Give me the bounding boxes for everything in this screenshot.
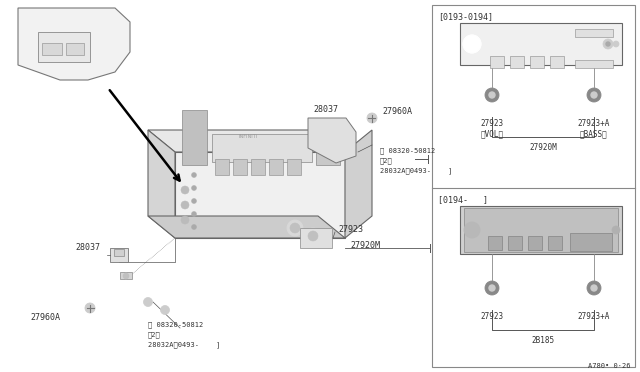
Polygon shape [148, 130, 345, 152]
Bar [182, 110, 207, 165]
Bar [460, 206, 622, 254]
Circle shape [191, 199, 196, 203]
Circle shape [191, 224, 196, 230]
Bar [548, 236, 562, 250]
Bar [575, 29, 613, 37]
Bar [510, 56, 524, 68]
Bar [66, 43, 84, 55]
Polygon shape [148, 130, 175, 238]
Text: INFINITI: INFINITI [238, 134, 258, 139]
Text: 27923: 27923 [338, 225, 363, 234]
Circle shape [143, 298, 152, 307]
Bar [530, 56, 544, 68]
Bar [464, 208, 618, 252]
Circle shape [463, 35, 481, 53]
Text: 27960A: 27960A [30, 313, 60, 322]
Text: [0194-   ]: [0194- ] [438, 195, 488, 204]
Circle shape [485, 88, 499, 102]
Bar [488, 236, 502, 250]
Circle shape [191, 212, 196, 217]
Circle shape [591, 92, 597, 98]
Text: [0193-0194]: [0193-0194] [438, 12, 493, 21]
Bar [114, 249, 124, 256]
Text: Ⓜ 08320-50812: Ⓜ 08320-50812 [148, 321, 204, 328]
Bar [38, 32, 90, 62]
Bar [300, 228, 332, 248]
Bar [251, 159, 265, 175]
Text: （2）: （2） [380, 157, 393, 164]
Bar [110, 248, 128, 262]
Bar [269, 159, 283, 175]
Circle shape [463, 35, 481, 53]
Text: 27923+A
（BASS）: 27923+A （BASS） [578, 119, 610, 138]
Text: 28037: 28037 [75, 243, 100, 252]
Bar [215, 159, 229, 175]
Circle shape [308, 231, 318, 241]
Circle shape [485, 281, 499, 295]
Text: 28037: 28037 [313, 105, 338, 114]
Circle shape [85, 303, 95, 313]
Circle shape [591, 285, 597, 291]
Bar [528, 236, 542, 250]
Bar [575, 60, 613, 68]
Circle shape [181, 186, 189, 194]
Text: （2）: （2） [148, 331, 161, 338]
Text: 28032A　0493-    ]: 28032A 0493- ] [148, 341, 220, 348]
Polygon shape [175, 152, 345, 238]
Circle shape [191, 186, 196, 190]
Circle shape [464, 222, 480, 238]
Circle shape [613, 41, 619, 47]
Bar [550, 56, 564, 68]
Circle shape [489, 285, 495, 291]
Bar [287, 159, 301, 175]
Circle shape [612, 226, 620, 234]
Polygon shape [345, 130, 372, 238]
Polygon shape [18, 8, 130, 80]
Bar [490, 56, 504, 68]
Circle shape [587, 88, 601, 102]
Text: A780• 0·26: A780• 0·26 [589, 363, 631, 369]
Bar [120, 272, 132, 279]
Polygon shape [308, 118, 356, 163]
Text: 27923+A: 27923+A [578, 312, 610, 321]
Circle shape [587, 281, 601, 295]
Bar [432, 5, 635, 367]
Text: 27923
（VOL）: 27923 （VOL） [481, 119, 504, 138]
Circle shape [290, 223, 300, 233]
Text: 2B185: 2B185 [531, 336, 555, 345]
Circle shape [489, 92, 495, 98]
Text: 28032A　0493-    ]: 28032A 0493- ] [380, 167, 452, 174]
Circle shape [367, 113, 377, 123]
Polygon shape [148, 216, 345, 238]
Bar [233, 159, 247, 175]
Bar [570, 233, 612, 251]
Text: 27920M: 27920M [529, 143, 557, 152]
Circle shape [123, 273, 129, 279]
Text: 27923: 27923 [481, 312, 504, 321]
Circle shape [181, 216, 189, 224]
Circle shape [181, 201, 189, 209]
Text: Ⓜ 08320-50812: Ⓜ 08320-50812 [380, 147, 435, 154]
Bar [508, 236, 522, 250]
Circle shape [191, 173, 196, 177]
Bar [212, 134, 312, 162]
Circle shape [305, 228, 321, 244]
Circle shape [606, 42, 610, 46]
Text: 27960A: 27960A [382, 107, 412, 116]
Circle shape [161, 305, 170, 314]
Text: 27920M: 27920M [350, 241, 380, 250]
Bar [42, 43, 62, 55]
Circle shape [287, 220, 303, 236]
Bar [460, 23, 622, 65]
Bar [316, 143, 340, 165]
Circle shape [603, 39, 613, 49]
